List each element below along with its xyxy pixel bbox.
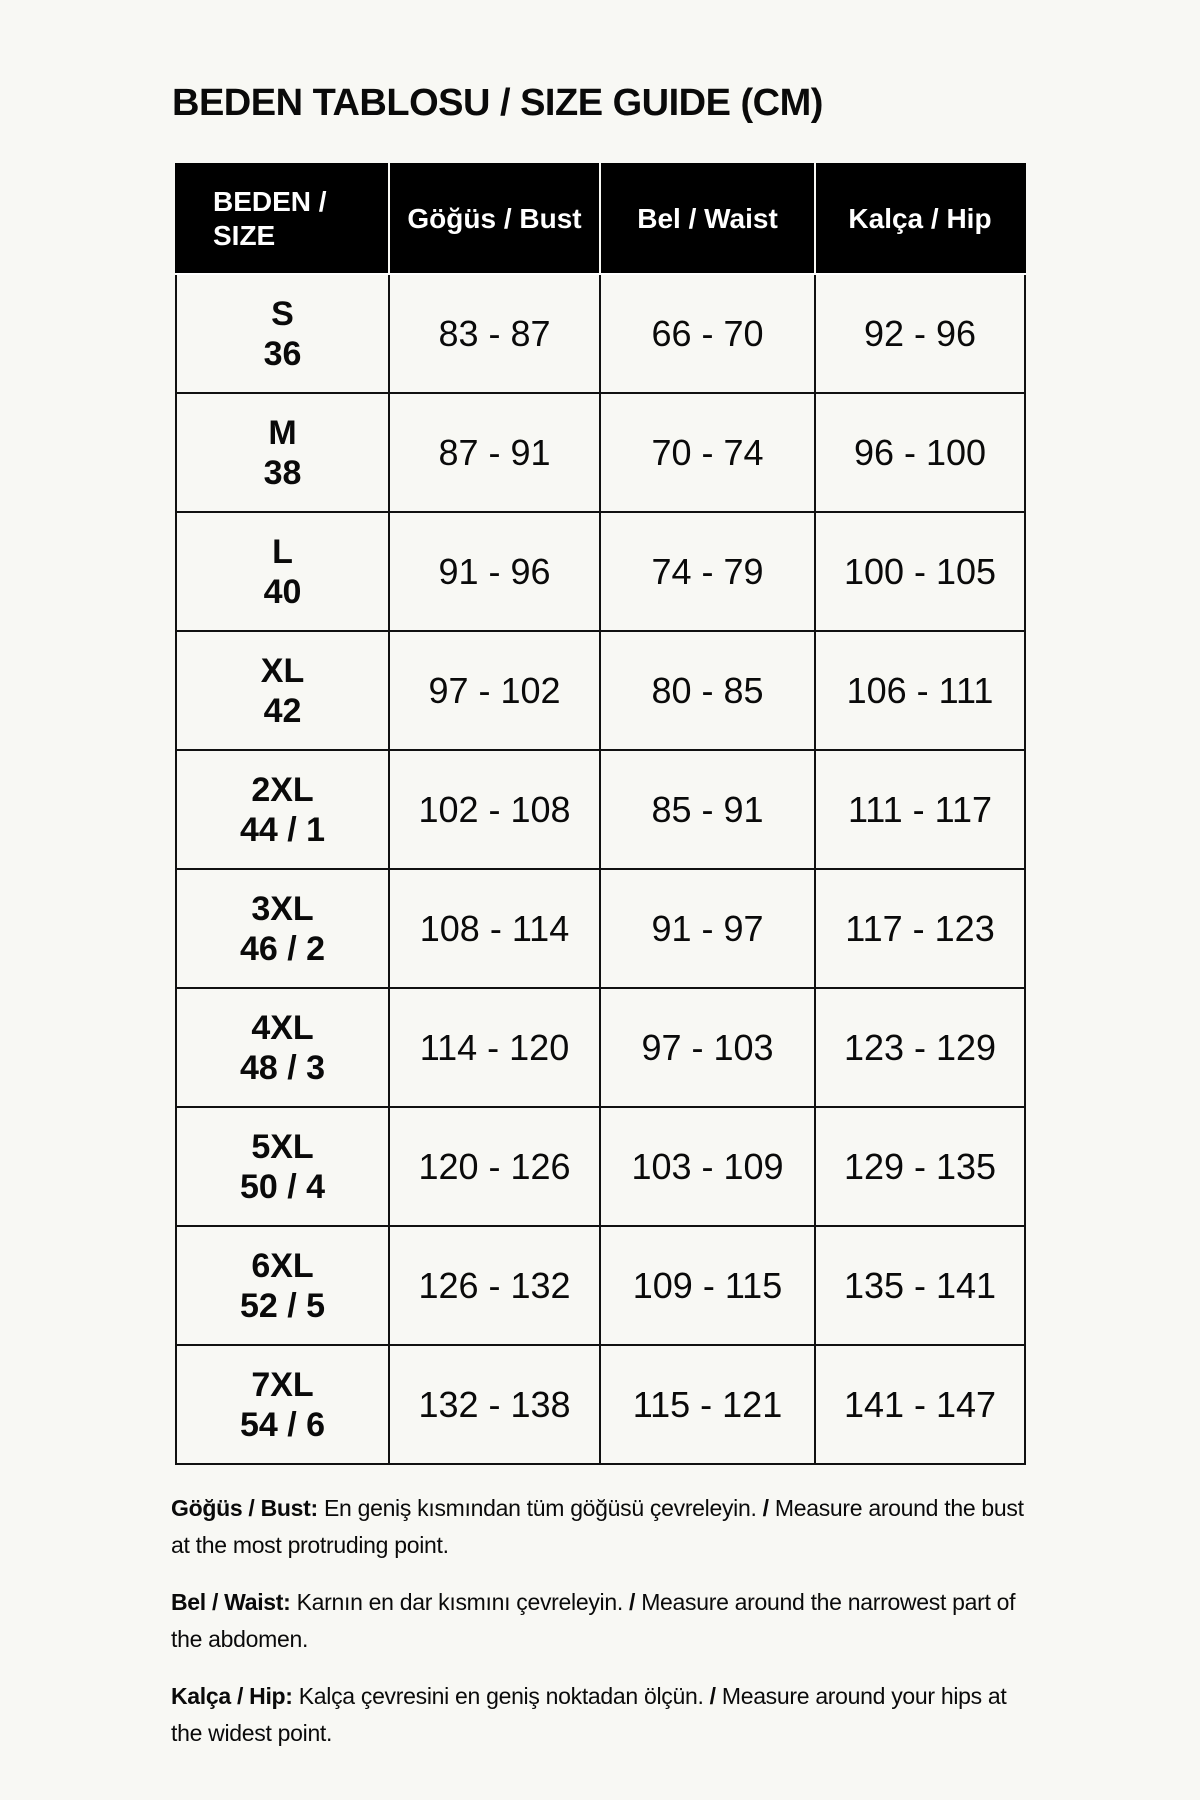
header-size-line1: BEDEN /: [213, 186, 327, 217]
table-row: XL 42 97 - 102 80 - 85 106 - 111: [175, 630, 1026, 751]
size-cell: 3XL 46 / 2: [175, 868, 390, 989]
table-row: M 38 87 - 91 70 - 74 96 - 100: [175, 392, 1026, 513]
note-paragraph: Kalça / Hip: Kalça çevresini en geniş no…: [171, 1678, 1031, 1752]
waist-cell: 80 - 85: [599, 630, 816, 751]
header-waist: Bel / Waist: [599, 163, 816, 275]
note-turkish: En geniş kısmından tüm göğüsü çevreleyin…: [317, 1495, 763, 1521]
size-label: 5XL: [251, 1127, 314, 1166]
size-cell: L 40: [175, 511, 390, 632]
bust-cell: 132 - 138: [388, 1344, 601, 1465]
waist-cell: 115 - 121: [599, 1344, 816, 1465]
size-label: 2XL: [251, 770, 314, 809]
bust-cell: 120 - 126: [388, 1106, 601, 1227]
note-turkish: Kalça çevresini en geniş noktadan ölçün.: [292, 1683, 710, 1709]
note-english: Measure around the bust at the most prot…: [171, 1495, 1024, 1558]
table-row: 6XL 52 / 5 126 - 132 109 - 115 135 - 141: [175, 1225, 1026, 1346]
size-number: 48 / 3: [239, 1048, 326, 1087]
table-row: 4XL 48 / 3 114 - 120 97 - 103 123 - 129: [175, 987, 1026, 1108]
hip-cell: 129 - 135: [814, 1106, 1026, 1227]
table-row: L 40 91 - 96 74 - 79 100 - 105: [175, 511, 1026, 632]
size-label: 6XL: [251, 1246, 314, 1285]
header-hip: Kalça / Hip: [814, 163, 1026, 275]
size-cell: 5XL 50 / 4: [175, 1106, 390, 1227]
size-cell: M 38: [175, 392, 390, 513]
note-separator: /: [762, 1495, 769, 1521]
note-label: Kalça / Hip:: [171, 1683, 293, 1709]
size-label: XL: [260, 651, 305, 690]
note-english: Measure around your hips at the widest p…: [171, 1683, 1007, 1746]
bust-cell: 108 - 114: [388, 868, 601, 989]
size-number: 40: [263, 572, 302, 611]
header-bust: Göğüs / Bust: [388, 163, 601, 275]
table-row: 2XL 44 / 1 102 - 108 85 - 91 111 - 117: [175, 749, 1026, 870]
bust-cell: 97 - 102: [388, 630, 601, 751]
header-size-line2: SIZE: [213, 220, 276, 251]
size-cell: 6XL 52 / 5: [175, 1225, 390, 1346]
measurement-notes: Göğüs / Bust: En geniş kısmından tüm göğ…: [171, 1490, 1031, 1772]
size-number: 44 / 1: [239, 810, 326, 849]
size-label: L: [272, 532, 293, 571]
note-paragraph: Göğüs / Bust: En geniş kısmından tüm göğ…: [171, 1490, 1031, 1564]
hip-cell: 106 - 111: [814, 630, 1026, 751]
page-title: BEDEN TABLOSU / SIZE GUIDE (CM): [172, 82, 823, 124]
size-cell: S 36: [175, 273, 390, 394]
hip-cell: 123 - 129: [814, 987, 1026, 1108]
size-number: 50 / 4: [239, 1167, 326, 1206]
table-row: S 36 83 - 87 66 - 70 92 - 96: [175, 273, 1026, 394]
hip-cell: 135 - 141: [814, 1225, 1026, 1346]
table-row: 3XL 46 / 2 108 - 114 91 - 97 117 - 123: [175, 868, 1026, 989]
size-label: 3XL: [251, 889, 314, 928]
bust-cell: 102 - 108: [388, 749, 601, 870]
size-number: 36: [263, 334, 302, 373]
size-cell: XL 42: [175, 630, 390, 751]
size-number: 42: [263, 691, 302, 730]
bust-cell: 91 - 96: [388, 511, 601, 632]
waist-cell: 103 - 109: [599, 1106, 816, 1227]
note-turkish: Karnın en dar kısmını çevreleyin.: [290, 1589, 630, 1615]
size-cell: 2XL 44 / 1: [175, 749, 390, 870]
table-row: 7XL 54 / 6 132 - 138 115 - 121 141 - 147: [175, 1344, 1026, 1465]
size-number: 52 / 5: [239, 1286, 326, 1325]
hip-cell: 117 - 123: [814, 868, 1026, 989]
size-label: S: [271, 294, 294, 333]
note-label: Bel / Waist:: [171, 1589, 291, 1615]
note-paragraph: Bel / Waist: Karnın en dar kısmını çevre…: [171, 1584, 1031, 1658]
waist-cell: 85 - 91: [599, 749, 816, 870]
waist-cell: 70 - 74: [599, 392, 816, 513]
table-header-row: BEDEN / SIZE Göğüs / Bust Bel / Waist Kal…: [175, 163, 1026, 275]
size-label: M: [268, 413, 297, 452]
hip-cell: 141 - 147: [814, 1344, 1026, 1465]
bust-cell: 126 - 132: [388, 1225, 601, 1346]
size-cell: 7XL 54 / 6: [175, 1344, 390, 1465]
header-size: BEDEN / SIZE: [175, 163, 390, 275]
hip-cell: 96 - 100: [814, 392, 1026, 513]
hip-cell: 92 - 96: [814, 273, 1026, 394]
note-separator: /: [709, 1683, 716, 1709]
bust-cell: 114 - 120: [388, 987, 601, 1108]
note-separator: /: [629, 1589, 636, 1615]
waist-cell: 109 - 115: [599, 1225, 816, 1346]
hip-cell: 100 - 105: [814, 511, 1026, 632]
size-cell: 4XL 48 / 3: [175, 987, 390, 1108]
size-number: 46 / 2: [239, 929, 326, 968]
bust-cell: 87 - 91: [388, 392, 601, 513]
waist-cell: 91 - 97: [599, 868, 816, 989]
size-guide-table: BEDEN / SIZE Göğüs / Bust Bel / Waist Kal…: [175, 163, 1026, 1465]
waist-cell: 74 - 79: [599, 511, 816, 632]
hip-cell: 111 - 117: [814, 749, 1026, 870]
size-label: 4XL: [251, 1008, 314, 1047]
waist-cell: 66 - 70: [599, 273, 816, 394]
waist-cell: 97 - 103: [599, 987, 816, 1108]
size-number: 38: [263, 453, 302, 492]
bust-cell: 83 - 87: [388, 273, 601, 394]
table-row: 5XL 50 / 4 120 - 126 103 - 109 129 - 135: [175, 1106, 1026, 1227]
note-english: Measure around the narrowest part of the…: [171, 1589, 1016, 1652]
size-label: 7XL: [251, 1365, 314, 1404]
size-number: 54 / 6: [239, 1405, 326, 1444]
note-label: Göğüs / Bust:: [171, 1495, 318, 1521]
